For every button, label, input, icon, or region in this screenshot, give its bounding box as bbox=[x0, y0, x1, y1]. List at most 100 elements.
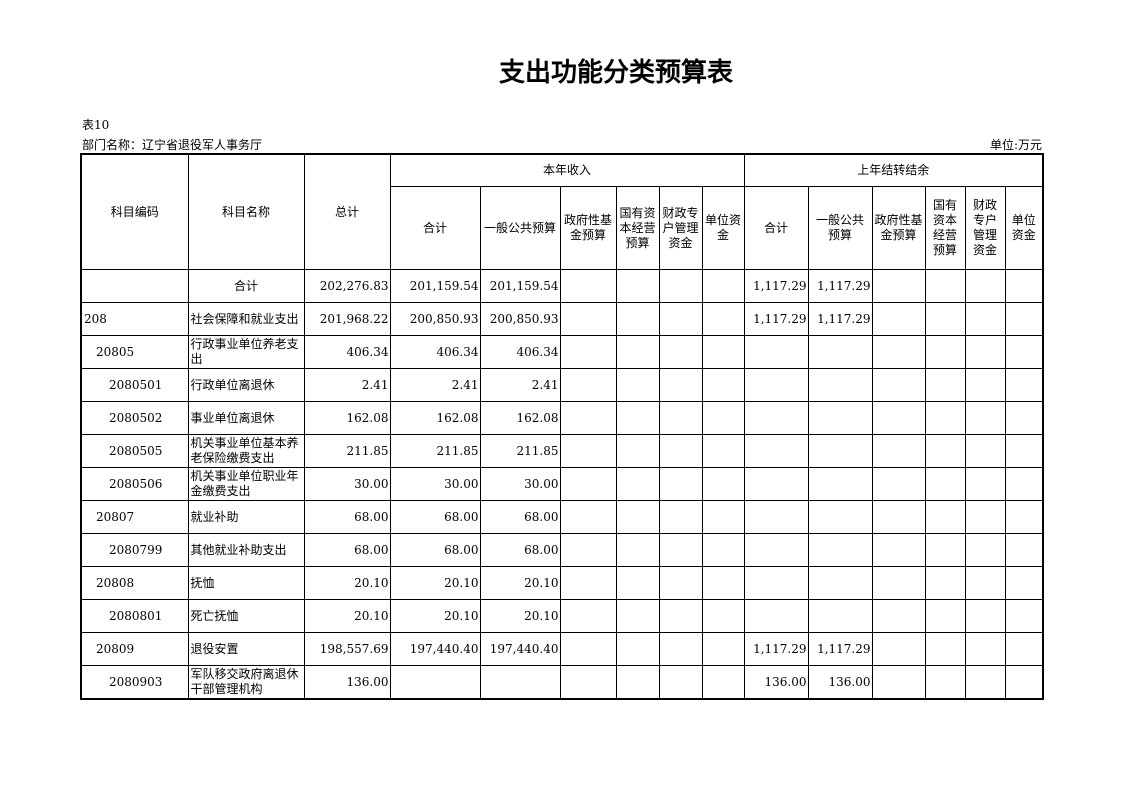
cell-current bbox=[701, 401, 745, 435]
cell-carryover bbox=[924, 269, 966, 303]
cell-carryover bbox=[924, 500, 966, 534]
cell-name: 行政单位离退休 bbox=[187, 368, 305, 402]
cell-current: 30.00 bbox=[389, 467, 481, 501]
cell-carryover bbox=[964, 467, 1006, 501]
cell-current bbox=[559, 632, 617, 666]
header-current-col: 合计 bbox=[389, 186, 481, 270]
cell-carryover bbox=[743, 467, 809, 501]
cell-current: 200,850.93 bbox=[479, 302, 561, 336]
cell-current bbox=[615, 632, 660, 666]
cell-current bbox=[615, 566, 660, 600]
cell-carryover bbox=[871, 500, 926, 534]
cell-current bbox=[559, 434, 617, 468]
cell-current bbox=[559, 500, 617, 534]
cell-current bbox=[701, 467, 745, 501]
cell-carryover bbox=[743, 368, 809, 402]
cell-current bbox=[615, 401, 660, 435]
cell-current bbox=[559, 302, 617, 336]
header-current-col: 财政专户管理资金 bbox=[658, 186, 703, 270]
cell-current: 68.00 bbox=[389, 533, 481, 567]
cell-carryover bbox=[871, 434, 926, 468]
cell-current: 20.10 bbox=[479, 566, 561, 600]
cell-carryover bbox=[871, 302, 926, 336]
page-title: 支出功能分类预算表 bbox=[498, 58, 733, 88]
cell-carryover bbox=[807, 533, 873, 567]
cell-total: 2.41 bbox=[303, 368, 391, 402]
cell-current bbox=[701, 368, 745, 402]
cell-name: 合计 bbox=[187, 269, 305, 303]
table-row: 合计 202,276.83 201,159.54 201,159.54 1,117.29… bbox=[80, 269, 1044, 303]
cell-carryover bbox=[807, 599, 873, 633]
cell-current: 20.10 bbox=[389, 599, 481, 633]
cell-current bbox=[615, 500, 660, 534]
cell-current bbox=[658, 500, 703, 534]
cell-carryover bbox=[1004, 467, 1044, 501]
cell-carryover bbox=[964, 368, 1006, 402]
cell-code bbox=[80, 269, 189, 303]
cell-carryover bbox=[807, 434, 873, 468]
cell-carryover bbox=[1004, 302, 1044, 336]
cell-code: 20805 bbox=[80, 335, 189, 369]
cell-current bbox=[701, 533, 745, 567]
cell-carryover bbox=[924, 665, 966, 700]
cell-current bbox=[559, 665, 617, 700]
header-current-col: 政府性基金预算 bbox=[559, 186, 617, 270]
cell-carryover bbox=[807, 500, 873, 534]
cell-carryover bbox=[924, 599, 966, 633]
cell-current: 20.10 bbox=[389, 566, 481, 600]
cell-carryover bbox=[924, 401, 966, 435]
cell-current bbox=[658, 632, 703, 666]
cell-carryover bbox=[871, 467, 926, 501]
table-row: 20808 抚恤 20.10 20.10 20.10 bbox=[80, 566, 1044, 600]
cell-code: 2080506 bbox=[80, 467, 189, 501]
cell-carryover bbox=[924, 335, 966, 369]
cell-name: 退役安置 bbox=[187, 632, 305, 666]
cell-carryover bbox=[964, 500, 1006, 534]
header-carry-col: 一般公共预算 bbox=[807, 186, 873, 270]
cell-carryover bbox=[964, 599, 1006, 633]
cell-current bbox=[615, 467, 660, 501]
cell-carryover bbox=[743, 566, 809, 600]
cell-carryover bbox=[1004, 632, 1044, 666]
cell-current bbox=[559, 401, 617, 435]
cell-carryover bbox=[1004, 665, 1044, 700]
cell-current bbox=[615, 335, 660, 369]
cell-current bbox=[701, 434, 745, 468]
budget-table: 科目编码 科目名称 总计 本年收入 上年结转结余 合计 一般公共预算 政府性基金预算… bbox=[80, 153, 1044, 700]
cell-current: 406.34 bbox=[389, 335, 481, 369]
cell-current bbox=[615, 599, 660, 633]
cell-current bbox=[701, 269, 745, 303]
cell-current bbox=[701, 335, 745, 369]
cell-current: 197,440.40 bbox=[389, 632, 481, 666]
cell-name: 死亡抚恤 bbox=[187, 599, 305, 633]
cell-current bbox=[701, 302, 745, 336]
cell-current bbox=[615, 269, 660, 303]
cell-current: 20.10 bbox=[479, 599, 561, 633]
cell-current: 211.85 bbox=[479, 434, 561, 468]
cell-carryover: 1,117.29 bbox=[807, 632, 873, 666]
cell-carryover bbox=[964, 401, 1006, 435]
cell-total: 136.00 bbox=[303, 665, 391, 700]
cell-total: 162.08 bbox=[303, 401, 391, 435]
cell-carryover bbox=[1004, 368, 1044, 402]
cell-current bbox=[615, 368, 660, 402]
header-total: 总计 bbox=[303, 153, 391, 270]
cell-carryover bbox=[964, 665, 1006, 700]
header-name: 科目名称 bbox=[187, 153, 305, 270]
cell-total: 211.85 bbox=[303, 434, 391, 468]
cell-carryover bbox=[964, 632, 1006, 666]
cell-current bbox=[658, 368, 703, 402]
cell-current: 197,440.40 bbox=[479, 632, 561, 666]
header-current-year: 本年收入 bbox=[389, 153, 745, 187]
cell-name: 机关事业单位基本养老保险缴费支出 bbox=[187, 434, 305, 468]
cell-current: 68.00 bbox=[389, 500, 481, 534]
table-row: 2080506 机关事业单位职业年金缴费支出 30.00 30.00 30.00 bbox=[80, 467, 1044, 501]
cell-carryover bbox=[924, 368, 966, 402]
cell-current bbox=[701, 665, 745, 700]
cell-name: 军队移交政府离退休干部管理机构 bbox=[187, 665, 305, 700]
header-carry-col: 单位资金 bbox=[1004, 186, 1044, 270]
cell-current bbox=[559, 599, 617, 633]
cell-current: 200,850.93 bbox=[389, 302, 481, 336]
cell-current bbox=[701, 632, 745, 666]
cell-current bbox=[701, 566, 745, 600]
